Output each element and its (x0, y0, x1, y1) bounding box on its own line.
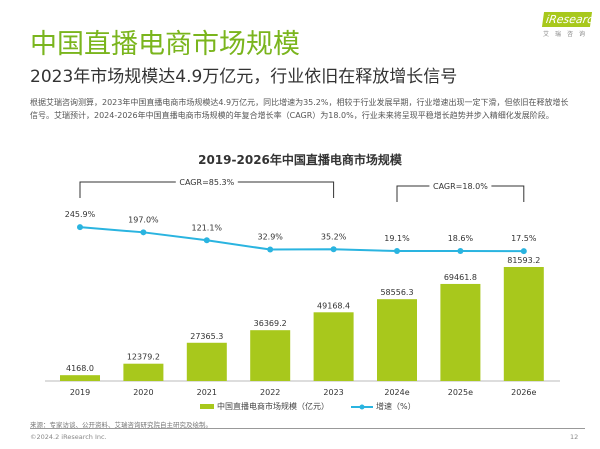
bar-label: 69461.8 (444, 273, 477, 282)
growth-label: 32.9% (257, 233, 283, 242)
growth-label: 245.9% (65, 210, 96, 219)
iresearch-logo: iResearch 艾瑞咨询 (541, 12, 600, 38)
x-tick-label: 2022 (260, 388, 280, 397)
bar-label: 81593.2 (507, 256, 540, 265)
growth-label: 35.2% (321, 232, 347, 241)
growth-point (267, 246, 274, 253)
cagr-label-bg (175, 175, 238, 188)
bar-label: 12379.2 (127, 353, 160, 362)
bar-label: 58556.3 (380, 288, 413, 297)
growth-line (79, 226, 524, 253)
cagr-label-bg (429, 179, 492, 192)
x-tick-label: 2025e (448, 388, 473, 397)
x-tick-label: 2019 (70, 388, 90, 397)
bar-label: 36369.2 (254, 319, 287, 328)
line-swatch-icon (351, 404, 373, 409)
growth-point (394, 247, 400, 254)
body-text: 根据艾瑞咨询测算，2023年中国直播电商市场规模达4.9万亿元，同比增速为35.… (30, 98, 569, 120)
growth-label: 121.1% (192, 223, 223, 232)
chart-legend: 中国直播电商市场规模（亿元） 增速（%） (200, 401, 416, 412)
growth-point (77, 224, 83, 231)
page-number: 12 (570, 433, 579, 441)
bar (60, 375, 100, 381)
cagr-label: CAGR=85.3% (179, 178, 234, 187)
growth-point (457, 248, 464, 255)
growth-label: 18.6% (448, 234, 474, 243)
bar (186, 342, 227, 381)
growth-label: 17.5% (511, 234, 537, 243)
logo-subtext: 艾瑞咨询 (543, 31, 592, 38)
bar-label: 49168.4 (317, 301, 350, 310)
bar (440, 283, 481, 381)
growth-point (203, 237, 210, 244)
x-tick-label: 2023 (323, 388, 343, 397)
bar-label: 27365.3 (190, 332, 223, 341)
legend-line: 增速（%） (351, 401, 416, 412)
source-note: 来源：专家访谈、公开资料、艾瑞咨询研究院自主研究及绘制。 (30, 421, 212, 429)
growth-point (140, 229, 147, 236)
legend-bar: 中国直播电商市场规模（亿元） (200, 401, 329, 412)
growth-point (520, 248, 527, 255)
bar-swatch-icon (200, 404, 214, 409)
footer-divider (30, 428, 585, 429)
bar (123, 363, 164, 381)
bar-label: 4168.0 (66, 364, 94, 373)
page-title: 中国直播电商市场规模 (30, 29, 300, 60)
x-tick-label: 2024e (384, 388, 409, 397)
x-tick-label: 2021 (197, 388, 217, 397)
page-subtitle: 2023年市场规模达4.9万亿元，行业依旧在释放增长信号 (30, 67, 458, 87)
growth-point (330, 246, 337, 253)
x-tick-label: 2026e (511, 388, 536, 397)
bar (313, 312, 354, 381)
bar (250, 330, 291, 381)
legend-line-label: 增速（%） (376, 402, 416, 411)
growth-label: 197.0% (128, 215, 159, 224)
legend-bar-label: 中国直播电商市场规模（亿元） (217, 402, 329, 411)
cagr-label: CAGR=18.0% (433, 182, 488, 191)
growth-label: 19.1% (384, 234, 410, 243)
copyright: ©2024.2 iResearch Inc. (30, 433, 107, 441)
chart-title: 2019-2026年中国直播电商市场规模 (198, 153, 402, 167)
bar (377, 299, 417, 381)
x-tick-label: 2020 (133, 388, 153, 397)
bar (503, 267, 544, 381)
